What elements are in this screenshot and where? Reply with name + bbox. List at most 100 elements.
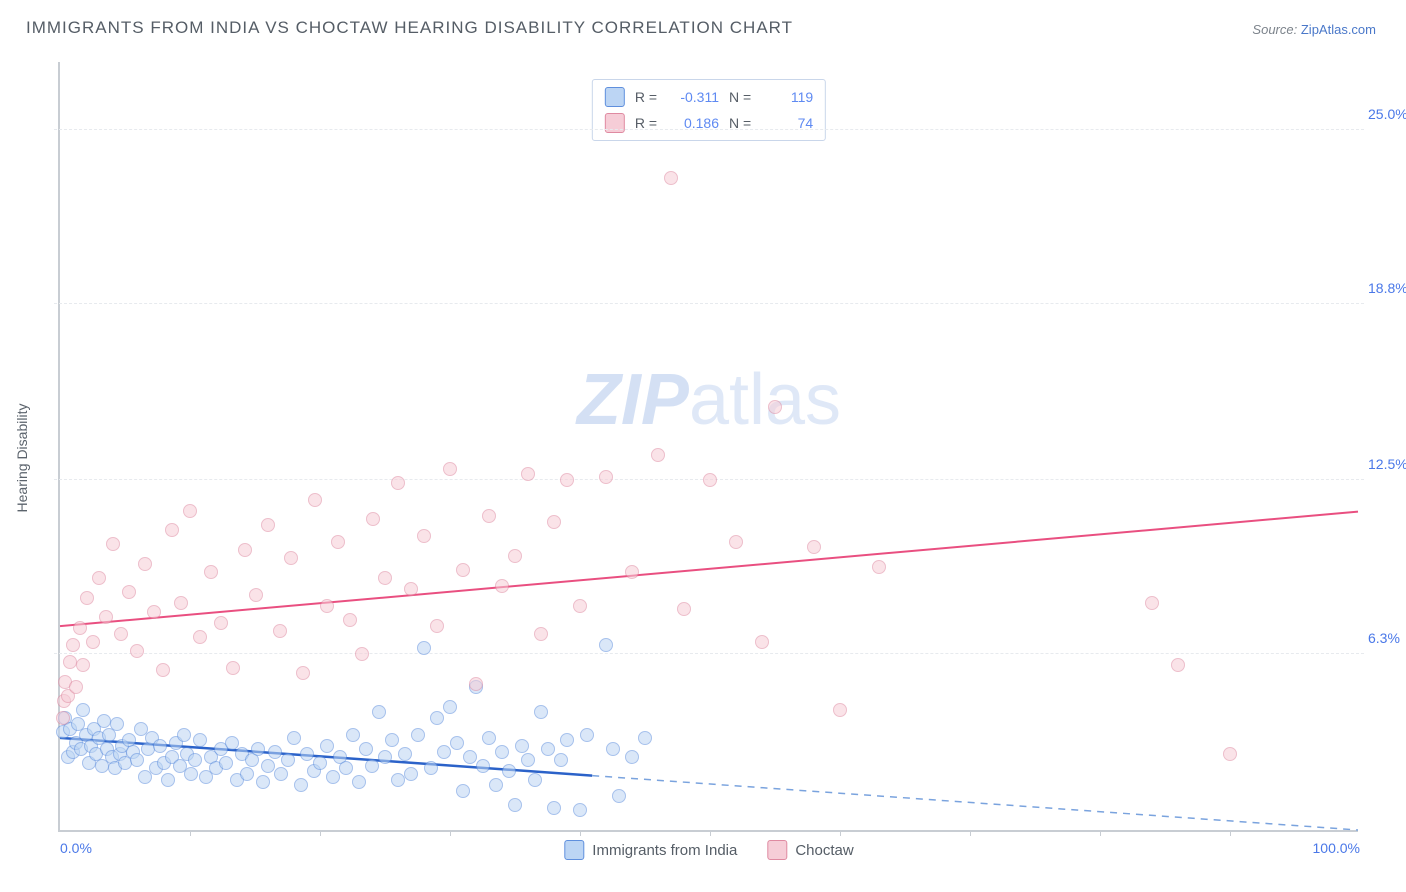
data-point	[287, 731, 301, 745]
data-point	[130, 753, 144, 767]
data-point	[612, 789, 626, 803]
y-tick-label: 12.5%	[1368, 456, 1406, 472]
data-point	[404, 767, 418, 781]
x-tick-mark	[1100, 830, 1101, 836]
gridline-h	[54, 129, 1364, 130]
data-point	[456, 563, 470, 577]
data-point	[161, 773, 175, 787]
data-point	[372, 705, 386, 719]
x-tick-mark	[450, 830, 451, 836]
data-point	[560, 733, 574, 747]
data-point	[268, 745, 282, 759]
data-point	[359, 742, 373, 756]
watermark: ZIPatlas	[577, 359, 841, 441]
chart-title: IMMIGRANTS FROM INDIA VS CHOCTAW HEARING…	[26, 18, 793, 38]
data-point	[391, 773, 405, 787]
legend-row-india: R = -0.311 N = 119	[603, 84, 815, 110]
data-point	[378, 750, 392, 764]
data-point	[677, 602, 691, 616]
data-point	[521, 753, 535, 767]
data-point	[755, 635, 769, 649]
data-point	[534, 627, 548, 641]
legend-item-choctaw: Choctaw	[767, 840, 853, 860]
data-point	[355, 647, 369, 661]
x-tick-mark	[840, 830, 841, 836]
data-point	[391, 476, 405, 490]
data-point	[807, 540, 821, 554]
data-point	[274, 767, 288, 781]
n-label: N =	[729, 89, 751, 105]
data-point	[326, 770, 340, 784]
data-point	[122, 585, 136, 599]
r-value-india: -0.311	[667, 89, 719, 105]
data-point	[638, 731, 652, 745]
watermark-zip: ZIP	[577, 360, 689, 440]
gridline-h	[54, 653, 1364, 654]
data-point	[99, 610, 113, 624]
data-point	[573, 599, 587, 613]
gridline-h	[54, 303, 1364, 304]
data-point	[66, 638, 80, 652]
data-point	[339, 761, 353, 775]
data-point	[417, 641, 431, 655]
data-point	[114, 627, 128, 641]
data-point	[76, 658, 90, 672]
data-point	[76, 703, 90, 717]
data-point	[385, 733, 399, 747]
data-point	[469, 677, 483, 691]
chart-container: IMMIGRANTS FROM INDIA VS CHOCTAW HEARING…	[0, 0, 1406, 892]
data-point	[443, 700, 457, 714]
data-point	[580, 728, 594, 742]
swatch-india	[605, 87, 625, 107]
data-point	[63, 655, 77, 669]
data-point	[482, 509, 496, 523]
data-point	[238, 543, 252, 557]
data-point	[664, 171, 678, 185]
data-point	[204, 565, 218, 579]
source-link[interactable]: ZipAtlas.com	[1301, 22, 1376, 37]
data-point	[251, 742, 265, 756]
data-point	[130, 644, 144, 658]
data-point	[193, 733, 207, 747]
data-point	[296, 666, 310, 680]
data-point	[599, 470, 613, 484]
data-point	[226, 661, 240, 675]
x-tick-mark	[580, 830, 581, 836]
data-point	[80, 591, 94, 605]
data-point	[560, 473, 574, 487]
data-point	[489, 778, 503, 792]
data-point	[69, 680, 83, 694]
data-point	[378, 571, 392, 585]
data-point	[502, 764, 516, 778]
data-point	[106, 537, 120, 551]
data-point	[138, 557, 152, 571]
data-point	[147, 605, 161, 619]
data-point	[92, 571, 106, 585]
data-point	[625, 750, 639, 764]
data-point	[174, 596, 188, 610]
data-point	[219, 756, 233, 770]
legend-label-choctaw: Choctaw	[795, 842, 853, 859]
data-point	[366, 512, 380, 526]
data-point	[56, 711, 70, 725]
data-point	[86, 635, 100, 649]
source-attribution: Source: ZipAtlas.com	[1252, 22, 1376, 37]
data-point	[729, 535, 743, 549]
data-point	[352, 775, 366, 789]
data-point	[417, 529, 431, 543]
data-point	[450, 736, 464, 750]
data-point	[547, 801, 561, 815]
data-point	[184, 767, 198, 781]
data-point	[768, 400, 782, 414]
legend-row-choctaw: R = 0.186 N = 74	[603, 110, 815, 136]
data-point	[73, 621, 87, 635]
y-tick-label: 6.3%	[1368, 630, 1406, 646]
data-point	[153, 739, 167, 753]
data-point	[495, 745, 509, 759]
data-point	[547, 515, 561, 529]
x-tick-mark	[320, 830, 321, 836]
watermark-atlas: atlas	[689, 360, 841, 440]
data-point	[308, 493, 322, 507]
swatch-choctaw	[605, 113, 625, 133]
legend-item-india: Immigrants from India	[564, 840, 737, 860]
